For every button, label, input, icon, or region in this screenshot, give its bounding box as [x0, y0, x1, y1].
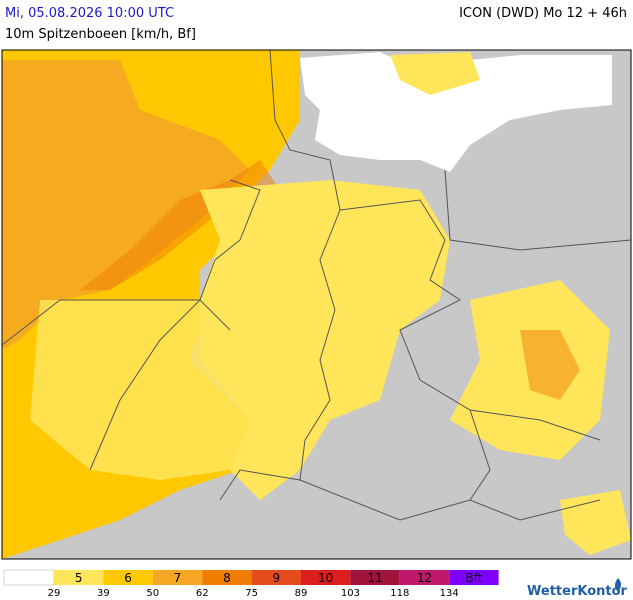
border — [60, 299, 231, 331]
legend-threshold: 118 — [390, 588, 409, 599]
legend-swatch-calm — [3, 569, 55, 586]
model-run: ICON (DWD) Mo 12 + 46h — [459, 6, 627, 21]
gust-zone-7c — [520, 330, 580, 400]
legend-class-label: 10 — [318, 571, 333, 585]
legend-threshold: 39 — [97, 588, 110, 599]
legend-threshold: 75 — [245, 588, 258, 599]
parameter: 10m Spitzenboeen [km/h, Bf] — [5, 27, 196, 42]
legend-swatch — [449, 570, 499, 585]
legend-class-label: 7 — [174, 571, 182, 585]
legend-swatch — [301, 570, 351, 585]
gust-zone-7 — [2, 60, 250, 350]
legend-swatch — [350, 570, 400, 585]
datetime: Mi, 05.08.2026 10:00 UTC — [5, 6, 175, 21]
legend-class-label: Bft — [465, 571, 482, 585]
legend-swatch — [202, 570, 252, 585]
legend-threshold: 103 — [341, 588, 360, 599]
legend-class-label: 5 — [75, 571, 83, 585]
legend-swatch — [251, 570, 301, 585]
legend-class-label: 12 — [417, 571, 432, 585]
legend-class-label: 11 — [367, 571, 382, 585]
border — [469, 409, 491, 501]
land-east — [430, 110, 631, 240]
legend-threshold: 50 — [146, 588, 159, 599]
calm-zone — [300, 52, 612, 172]
border — [89, 179, 261, 471]
gust-zone-5d — [560, 490, 631, 555]
borders — [1, 49, 632, 521]
legend-class-label: 9 — [272, 571, 280, 585]
legend-class-label: 6 — [124, 571, 132, 585]
gust-zone-5e — [390, 52, 480, 95]
legend-swatch — [399, 570, 450, 585]
legend-threshold: 29 — [48, 588, 61, 599]
map-frame — [1, 49, 632, 560]
legend-swatch — [54, 570, 104, 585]
logo: WetterKontor — [527, 578, 628, 599]
legend-threshold: 89 — [295, 588, 308, 599]
logo-text: WetterKontor — [527, 584, 628, 599]
logo-icon — [615, 578, 621, 592]
legend-threshold: 62 — [196, 588, 209, 599]
legend-swatch — [103, 570, 153, 585]
coast — [1, 299, 61, 346]
legend-class-label: 8 — [223, 571, 231, 585]
legend-threshold: 134 — [440, 588, 459, 599]
border — [444, 169, 632, 251]
border — [339, 199, 601, 441]
gust-zone-5b — [30, 300, 250, 480]
legend-swatch — [152, 570, 203, 585]
gust-zone-5 — [200, 180, 450, 500]
